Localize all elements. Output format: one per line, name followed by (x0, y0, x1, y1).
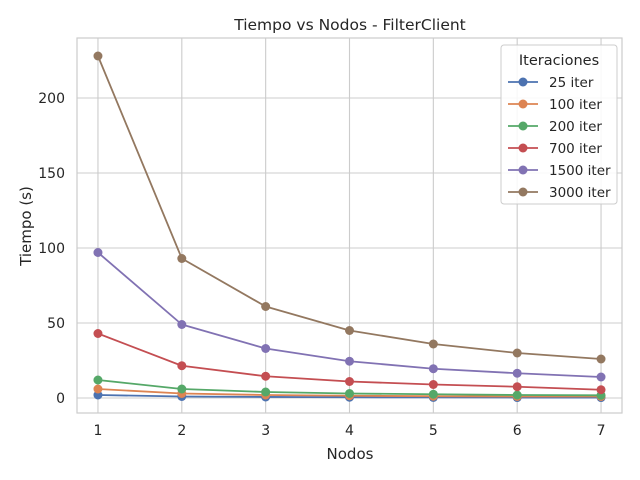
data-point (261, 302, 271, 311)
data-point (596, 385, 606, 395)
legend-item: 200 iter (508, 119, 602, 135)
data-point (177, 254, 187, 263)
x-tick-label: 5 (429, 423, 438, 439)
series-group (93, 248, 606, 382)
data-point (345, 377, 354, 386)
data-point (261, 344, 271, 353)
legend-marker-swatch (518, 77, 528, 87)
data-point (428, 380, 438, 389)
legend-marker-swatch (518, 121, 528, 131)
data-point (345, 389, 354, 398)
data-point (93, 375, 103, 385)
legend-label: 200 iter (549, 119, 602, 135)
legend-item: 100 iter (508, 97, 602, 113)
x-tick-label: 6 (513, 423, 522, 439)
x-tick-label: 3 (261, 423, 270, 439)
legend-item: 700 iter (508, 141, 602, 157)
data-point (261, 371, 271, 381)
y-tick-label: 0 (56, 391, 65, 407)
data-point (428, 389, 438, 399)
data-point (596, 372, 606, 382)
legend-marker-swatch (518, 99, 528, 109)
legend-label: 3000 iter (549, 185, 611, 201)
data-point (345, 356, 354, 366)
data-point (512, 382, 522, 392)
legend-label: 100 iter (549, 97, 602, 113)
series-lines (93, 51, 606, 403)
data-point (512, 390, 522, 400)
data-point (177, 384, 187, 394)
y-tick-label: 150 (38, 166, 65, 182)
legend-label: 1500 iter (549, 163, 611, 179)
x-tick-label: 2 (177, 423, 186, 439)
y-axis-title: Tiempo (s) (17, 186, 35, 267)
data-point (345, 326, 354, 335)
series-group (93, 329, 606, 395)
x-tick-label: 7 (597, 423, 606, 439)
data-point (177, 320, 187, 329)
data-point (428, 364, 438, 374)
data-point (93, 51, 103, 61)
series-group (93, 51, 606, 364)
legend-marker-swatch (518, 165, 528, 175)
legend-items: 25 iter 100 iter 200 iter 700 iter 1500 iter… (508, 75, 611, 201)
data-point (512, 348, 522, 358)
legend-item: 1500 iter (508, 163, 611, 179)
data-point (428, 339, 438, 349)
plot-area-border (76, 37, 623, 414)
data-point (177, 361, 187, 371)
series-group (93, 375, 606, 400)
legend-label: 700 iter (549, 141, 602, 157)
data-point (512, 368, 522, 378)
legend-title: Iteraciones (519, 53, 599, 69)
data-point (93, 384, 103, 394)
tick-labels: 1 2 3 4 5 6 7 0 50 100 150 200 (38, 91, 605, 439)
y-tick-label: 50 (47, 316, 65, 332)
legend-label: 25 iter (549, 75, 594, 91)
x-axis-title: Nodos (327, 445, 374, 463)
data-point (93, 248, 103, 257)
y-tick-label: 200 (38, 91, 65, 107)
legend: Iteraciones 25 iter 100 iter 200 iter 700 i… (500, 44, 618, 205)
chart-title: Tiempo vs Nodos - FilterClient (233, 16, 466, 34)
y-tick-label: 100 (38, 241, 65, 257)
legend-marker-swatch (518, 143, 528, 153)
x-tick-label: 4 (345, 423, 354, 439)
data-point (93, 329, 103, 338)
x-tick-label: 1 (94, 423, 103, 439)
legend-box (500, 44, 618, 205)
axes-frame (76, 37, 623, 414)
legend-item: 3000 iter (508, 185, 611, 201)
legend-item: 25 iter (508, 75, 594, 91)
data-point (261, 387, 271, 397)
data-point (596, 354, 606, 364)
legend-marker-swatch (518, 187, 528, 197)
